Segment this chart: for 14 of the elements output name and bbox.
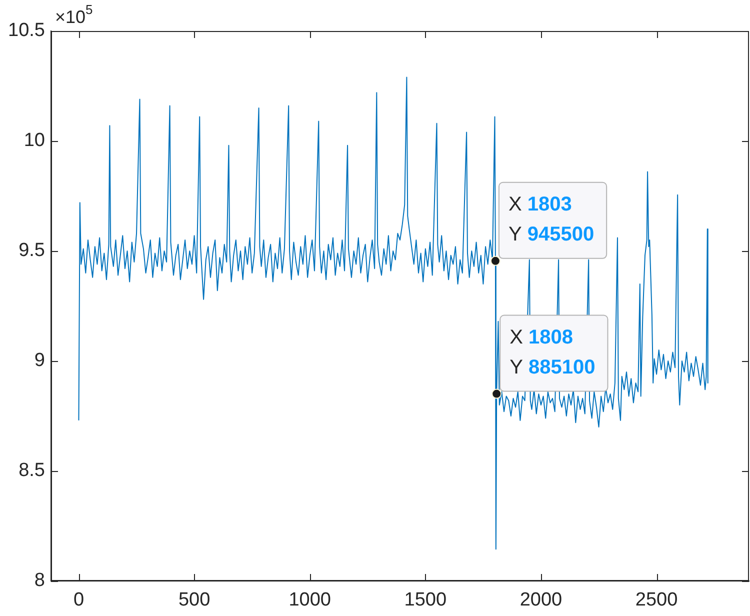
x-tick-label: 1000 [288,590,331,611]
annotation: X 1803 Y 945500 [508,193,594,246]
x-tick-label: 1500 [404,590,447,611]
x-tick-label: 2500 [635,590,678,611]
y-tick-label: 10.5 [8,20,45,42]
annotation: X 1808 Y 885100 [510,326,596,378]
x-tick-label: 2000 [520,590,562,611]
y-tick-label: 9 [34,350,45,372]
y-tick-label: 8.5 [18,460,45,482]
y-tick-label: 8 [34,570,45,592]
y-tick-label: 10 [24,130,45,152]
y-tick-label: 9.5 [18,240,45,262]
x-tick-label: 500 [178,590,210,611]
x-tick-label: 0 [73,590,84,611]
